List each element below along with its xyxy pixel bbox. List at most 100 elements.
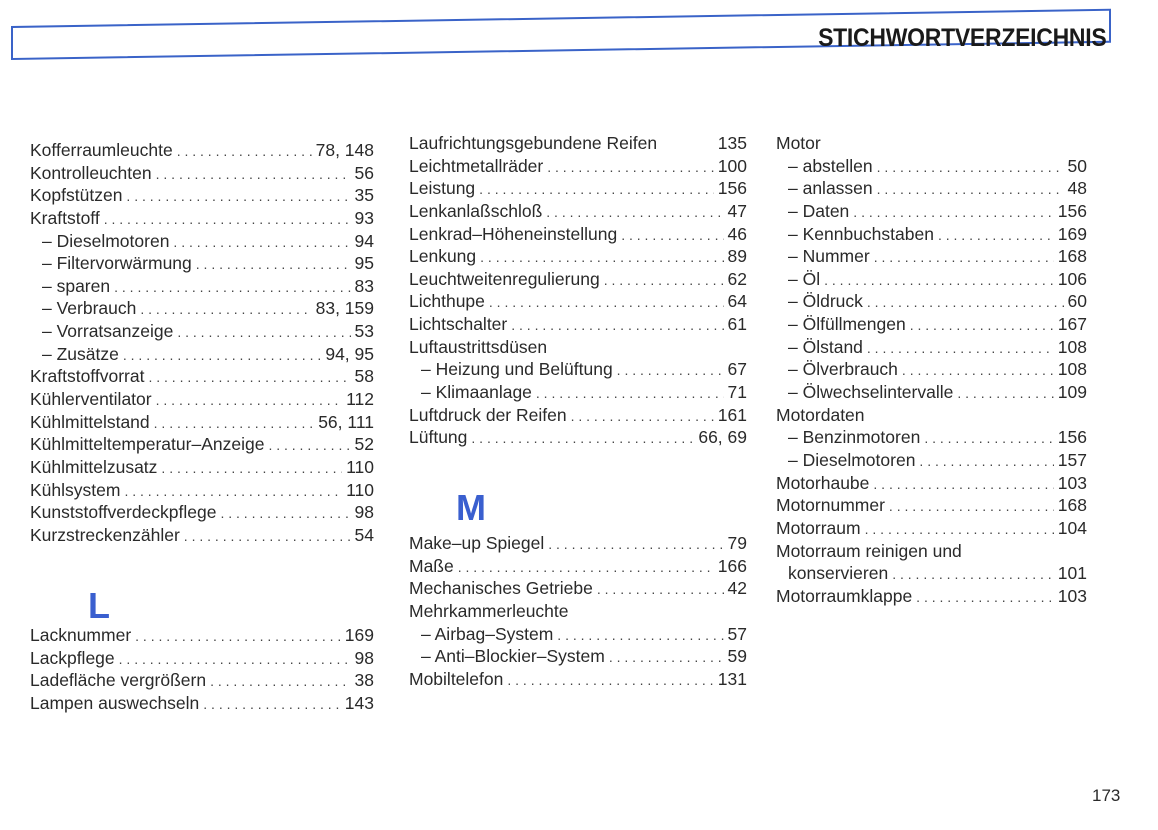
entry-page-ref: 157 bbox=[1057, 449, 1087, 470]
entry-page-ref: 79 bbox=[727, 533, 747, 553]
entry-term: Mechanisches Getriebe bbox=[409, 578, 593, 599]
entry-page-ref: 46 bbox=[727, 223, 747, 244]
entry-page-ref: 108 bbox=[1057, 359, 1087, 380]
index-entry: Luftaustrittsdüsen bbox=[409, 336, 747, 359]
index-entry: Lenkanlaßschloß 47 bbox=[409, 200, 747, 223]
entry-term: Make–up Spiegel bbox=[409, 533, 545, 553]
entry-term: – Daten bbox=[788, 200, 850, 221]
index-entry: Ladefläche vergrößern 38 bbox=[30, 669, 374, 692]
index-entry: Kofferraumleuchte 78, 148 bbox=[30, 139, 374, 162]
entry-page-ref: 67 bbox=[727, 359, 747, 380]
dot-leader bbox=[124, 480, 342, 503]
entry-term: – Heizung und Belüftung bbox=[421, 359, 613, 380]
index-column: Motor– abstellen 50 – anlassen 48 – Daten 156… bbox=[776, 132, 1087, 607]
dot-leader bbox=[507, 669, 713, 692]
index-entry: – anlassen 48 bbox=[776, 177, 1087, 200]
entry-term: – Airbag–System bbox=[421, 623, 554, 644]
entry-page-ref: 93 bbox=[354, 207, 374, 228]
index-entry: Motordaten bbox=[776, 404, 1087, 427]
index-entry: – Ölstand 108 bbox=[776, 336, 1087, 359]
entry-page-ref: 56, 111 bbox=[318, 411, 374, 432]
dot-leader bbox=[489, 291, 724, 314]
entry-term: Kontrolleuchten bbox=[30, 162, 152, 183]
dot-leader bbox=[114, 276, 350, 299]
entry-term: – abstellen bbox=[788, 155, 873, 176]
entry-page-ref: 53 bbox=[354, 321, 374, 342]
index-entry: Luftdruck der Reifen 161 bbox=[409, 404, 747, 427]
index-entry: – Verbrauch 83, 159 bbox=[30, 297, 374, 320]
entry-term: Lichthupe bbox=[409, 291, 485, 312]
entry-page-ref: 104 bbox=[1057, 517, 1087, 538]
entry-page-ref: 50 bbox=[1067, 155, 1087, 176]
entry-term: Motorraum bbox=[776, 517, 861, 538]
dot-leader bbox=[892, 563, 1054, 586]
index-entry: Kühlmitteltemperatur–Anzeige 52 bbox=[30, 433, 374, 456]
index-entry: Maße 166 bbox=[409, 555, 747, 578]
dot-leader bbox=[104, 208, 351, 231]
entry-page-ref: 64 bbox=[727, 291, 747, 312]
entry-term: Kühlsystem bbox=[30, 479, 121, 500]
dot-leader bbox=[617, 359, 724, 382]
entry-page-ref: 169 bbox=[1057, 223, 1087, 244]
entry-page-ref: 52 bbox=[354, 434, 374, 455]
entry-page-ref: 56 bbox=[354, 162, 374, 183]
dot-leader bbox=[154, 412, 315, 435]
dot-leader bbox=[938, 224, 1054, 247]
entry-term: Kraftstoff bbox=[30, 207, 100, 228]
dot-leader bbox=[123, 344, 321, 367]
dot-leader bbox=[536, 382, 724, 405]
index-entry: Motorraumklappe 103 bbox=[776, 585, 1087, 608]
dot-leader bbox=[156, 389, 342, 412]
entry-page-ref: 58 bbox=[354, 366, 374, 387]
entry-page-ref: 109 bbox=[1057, 382, 1087, 403]
entry-term: Motorraumklappe bbox=[776, 585, 913, 606]
index-entry: – Ölwechselintervalle 109 bbox=[776, 381, 1087, 404]
index-entry: – Daten 156 bbox=[776, 200, 1087, 223]
dot-leader bbox=[135, 625, 341, 648]
entry-term: Kurzstreckenzähler bbox=[30, 524, 180, 545]
entry-page-ref: 156 bbox=[717, 178, 747, 199]
entry-page-ref: 66, 69 bbox=[698, 427, 747, 448]
entry-term: Kühlmitteltemperatur–Anzeige bbox=[30, 434, 265, 455]
dot-leader bbox=[177, 140, 312, 163]
entry-term: Motordaten bbox=[776, 404, 865, 425]
index-entry: – Vorratsanzeige 53 bbox=[30, 320, 374, 343]
entry-term: Leistung bbox=[409, 178, 476, 199]
index-entry: Kraftstoffvorrat 58 bbox=[30, 365, 374, 388]
index-entry: – Dieselmotoren 94 bbox=[30, 230, 374, 253]
entry-term: Kühlmittelzusatz bbox=[30, 456, 158, 477]
dot-leader bbox=[184, 525, 351, 548]
entry-term: – Öldruck bbox=[788, 291, 863, 312]
dot-leader bbox=[511, 314, 723, 337]
entry-page-ref: 143 bbox=[344, 692, 374, 713]
entry-page-ref: 101 bbox=[1057, 563, 1087, 584]
dot-leader bbox=[148, 366, 350, 389]
entry-term: – Kennbuchstaben bbox=[788, 223, 934, 244]
entry-page-ref: 156 bbox=[1057, 427, 1087, 448]
entry-page-ref: 103 bbox=[1057, 585, 1087, 606]
entry-term: – Benzinmotoren bbox=[788, 427, 921, 448]
entry-page-ref: 42 bbox=[727, 578, 747, 599]
index-entry: Kühlsystem 110 bbox=[30, 479, 374, 502]
dot-leader bbox=[479, 178, 714, 201]
entry-term: Luftdruck der Reifen bbox=[409, 404, 567, 425]
index-entry: Lampen auswechseln 143 bbox=[30, 692, 374, 715]
dot-leader bbox=[480, 246, 723, 269]
entry-page-ref: 54 bbox=[354, 524, 374, 545]
entry-term: Luftaustrittsdüsen bbox=[409, 336, 548, 357]
index-entry: – Öl 106 bbox=[776, 268, 1087, 291]
dot-leader bbox=[621, 224, 723, 247]
entry-page-ref: 95 bbox=[354, 253, 374, 274]
entry-term: – Verbrauch bbox=[42, 298, 137, 319]
entry-page-ref: 59 bbox=[727, 646, 747, 667]
index-entry: Kühlerventilator 112 bbox=[30, 388, 374, 411]
index-entry: konservieren 101 bbox=[776, 562, 1087, 585]
index-entry: Kühlmittelstand 56, 111 bbox=[30, 411, 374, 434]
entry-term: Kofferraumleuchte bbox=[30, 140, 173, 160]
dot-leader bbox=[609, 646, 724, 669]
dot-leader bbox=[924, 427, 1053, 450]
entry-term: – Klimaanlage bbox=[421, 382, 532, 403]
entry-term: Lenkanlaßschloß bbox=[409, 200, 543, 221]
index-entry: Lichtschalter 61 bbox=[409, 313, 747, 336]
dot-leader bbox=[161, 457, 342, 480]
